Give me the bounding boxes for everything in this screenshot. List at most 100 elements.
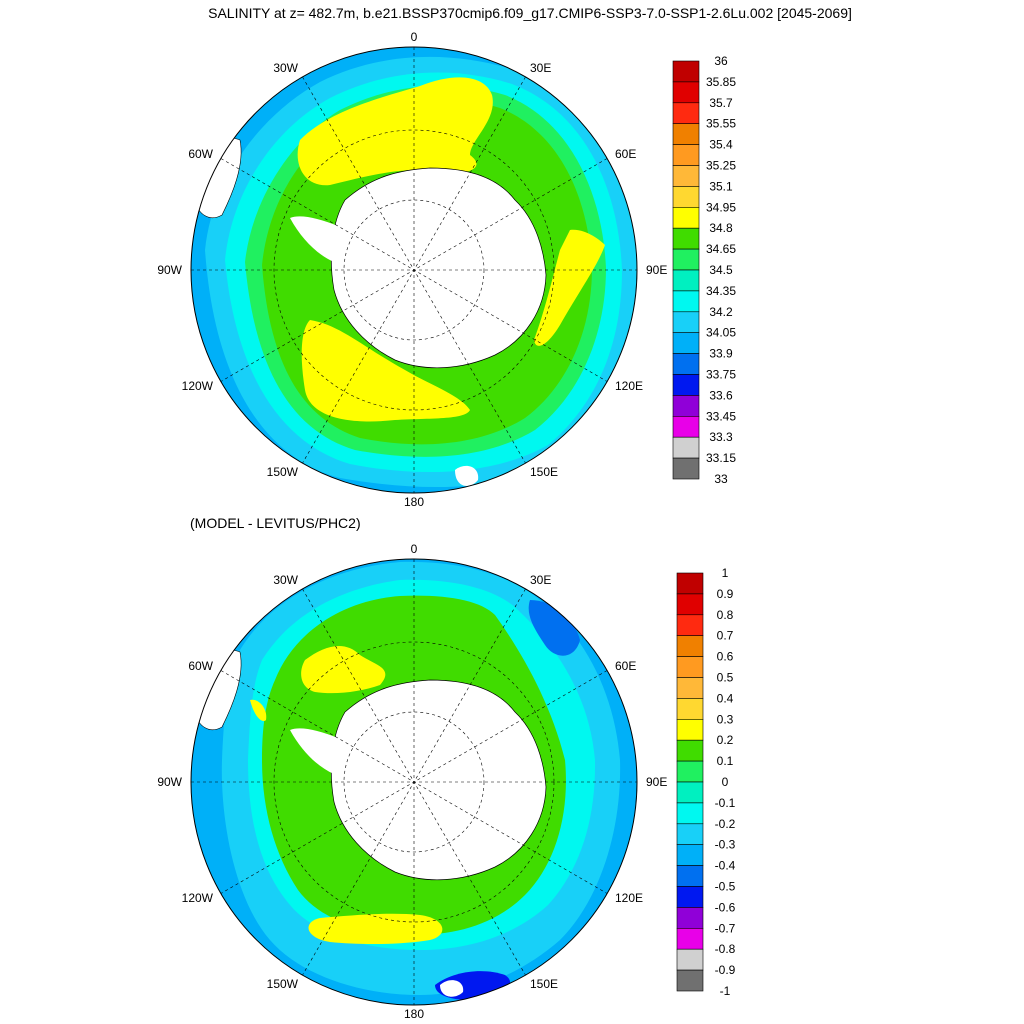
salinity-map-boundary bbox=[190, 46, 638, 494]
colorbar-tick-label: -0.1 bbox=[715, 796, 736, 810]
diff-max-ross bbox=[308, 913, 443, 945]
lon-label-60w: 60W bbox=[188, 147, 213, 161]
colorbar-swatch bbox=[672, 457, 700, 480]
colorbar-swatch bbox=[676, 739, 704, 762]
diff-lon-label-90e: 90E bbox=[646, 775, 667, 789]
lon-label-90w: 90W bbox=[157, 263, 182, 277]
colorbar-swatch bbox=[672, 374, 700, 396]
colorbar-swatch bbox=[676, 844, 704, 866]
graticule-meridians bbox=[191, 47, 637, 493]
colorbar-tick-label: 0.7 bbox=[717, 629, 734, 643]
lon-label-180: 180 bbox=[404, 495, 424, 509]
colorbar-tick-label: 33.6 bbox=[709, 388, 733, 402]
lon-label-30e: 30E bbox=[530, 61, 551, 75]
colorbar-swatch bbox=[672, 144, 700, 166]
lon-label-150w: 150W bbox=[267, 465, 299, 479]
ross-weddell-ice-edge bbox=[290, 216, 339, 262]
colorbar-tick-label: 34.5 bbox=[709, 263, 733, 277]
colorbar-tick-label: 0.5 bbox=[717, 671, 734, 685]
colorbar-tick-label: 35.55 bbox=[706, 117, 736, 131]
colorbar-tick-label: 35.1 bbox=[709, 179, 733, 193]
colorbar-swatch bbox=[672, 165, 700, 187]
difference-map-panel: 0 30E 60E 90E 120E 150E 180 150W 120W 90… bbox=[157, 542, 667, 1021]
diff-new-zealand-landmass bbox=[440, 980, 464, 997]
colorbar-tick-label: -0.6 bbox=[715, 900, 736, 914]
lon-label-90e: 90E bbox=[646, 263, 667, 277]
colorbar-swatch bbox=[676, 823, 704, 845]
colorbar-tick-label: 34.65 bbox=[706, 242, 736, 256]
colorbar-swatch bbox=[672, 269, 700, 292]
diff-lon-label-120e: 120E bbox=[615, 891, 643, 905]
colorbar-tick-label: 0.2 bbox=[717, 733, 734, 747]
colorbar-tick-label: -0.2 bbox=[715, 817, 736, 831]
diff-lon-label-90w: 90W bbox=[157, 775, 182, 789]
colorbar-swatch bbox=[676, 718, 704, 741]
colorbar-swatch bbox=[676, 760, 704, 783]
diff-min-indian bbox=[528, 600, 580, 656]
figure-title: SALINITY at z= 482.7m, b.e21.BSSP370cmip… bbox=[208, 5, 852, 21]
diff-map-boundary bbox=[190, 558, 638, 1006]
colorbar-tick-label: -0.4 bbox=[715, 859, 736, 873]
colorbar-tick-label: -0.3 bbox=[715, 838, 736, 852]
colorbar-tick-label: 33.3 bbox=[709, 430, 733, 444]
salinity-longitude-labels: 0 30E 60E 90E 120E 150E 180 150W 120W 90… bbox=[157, 30, 667, 509]
colorbar-tick-label: 34.35 bbox=[706, 284, 736, 298]
colorbar-tick-label: 33.75 bbox=[706, 368, 736, 382]
colorbar-swatch bbox=[676, 677, 704, 699]
diff-longitude-labels: 0 30E 60E 90E 120E 150E 180 150W 120W 90… bbox=[157, 542, 667, 1021]
colorbar-swatch bbox=[672, 186, 700, 208]
salinity-colorbar: 36 35.85 35.7 35.55 35.4 35.25 35.1 34.95 34.8 34… bbox=[672, 54, 736, 486]
colorbar-tick-label: 0.8 bbox=[717, 608, 734, 622]
diff-lon-label-60e: 60E bbox=[615, 659, 636, 673]
colorbar-swatch bbox=[672, 123, 700, 145]
diff-lon-label-0: 0 bbox=[411, 542, 418, 556]
colorbar-tick-label: 33.15 bbox=[706, 451, 736, 465]
diff-lon-label-150w: 150W bbox=[267, 977, 299, 991]
colorbar-swatch bbox=[676, 886, 704, 908]
salinity-max-atlantic bbox=[297, 77, 493, 186]
colorbar-tick-label: 33.45 bbox=[706, 409, 736, 423]
lon-label-0: 0 bbox=[411, 30, 418, 44]
colorbar-swatch bbox=[676, 593, 704, 616]
colorbar-swatch bbox=[676, 781, 704, 804]
colorbar-tick-label: 0.9 bbox=[717, 587, 734, 601]
colorbar-tick-label: 0.4 bbox=[717, 691, 734, 705]
colorbar-tick-label: -0.8 bbox=[715, 942, 736, 956]
lon-label-120w: 120W bbox=[182, 379, 214, 393]
colorbar-swatch bbox=[676, 969, 704, 992]
diff-graticule-meridians bbox=[191, 559, 637, 1005]
lon-label-150e: 150E bbox=[530, 465, 558, 479]
colorbar-tick-label: 0.1 bbox=[717, 754, 734, 768]
colorbar-swatch bbox=[676, 907, 704, 929]
colorbar-tick-label: 1 bbox=[722, 566, 729, 580]
lon-label-30w: 30W bbox=[273, 61, 298, 75]
diff-lon-label-30e: 30E bbox=[530, 573, 551, 587]
colorbar-tick-label: 0 bbox=[722, 775, 729, 789]
colorbar-tick-label: 34.8 bbox=[709, 221, 733, 235]
colorbar-tick-label: 33 bbox=[714, 472, 728, 486]
colorbar-swatch bbox=[672, 81, 700, 104]
difference-panel-title: (MODEL - LEVITUS/PHC2) bbox=[190, 515, 361, 531]
difference-colorbar: 1 0.9 0.8 0.7 0.6 0.5 0.4 0.3 0.2 0.1 0 -0.1 -0.2 -0.… bbox=[676, 566, 736, 998]
colorbar-tick-label: 0.6 bbox=[717, 650, 734, 664]
colorbar-tick-label: -0.5 bbox=[715, 880, 736, 894]
colorbar-swatch bbox=[676, 698, 704, 720]
colorbar-swatch bbox=[672, 290, 700, 313]
antarctica-landmass bbox=[330, 167, 547, 369]
colorbar-swatch bbox=[676, 635, 704, 657]
colorbar-tick-label: 34.95 bbox=[706, 200, 736, 214]
lon-label-60e: 60E bbox=[615, 147, 636, 161]
diff-lon-label-180: 180 bbox=[404, 1007, 424, 1021]
colorbar-tick-label: -1 bbox=[720, 984, 731, 998]
colorbar-swatch bbox=[672, 395, 700, 417]
colorbar-swatch bbox=[676, 927, 704, 950]
colorbar-swatch bbox=[672, 436, 700, 459]
colorbar-swatch bbox=[672, 248, 700, 271]
diff-lon-label-150e: 150E bbox=[530, 977, 558, 991]
colorbar-swatch bbox=[676, 948, 704, 971]
colorbar-tick-label: 35.4 bbox=[709, 138, 733, 152]
colorbar-swatch bbox=[676, 656, 704, 678]
colorbar-swatch bbox=[676, 614, 704, 636]
colorbar-swatch bbox=[672, 207, 700, 229]
